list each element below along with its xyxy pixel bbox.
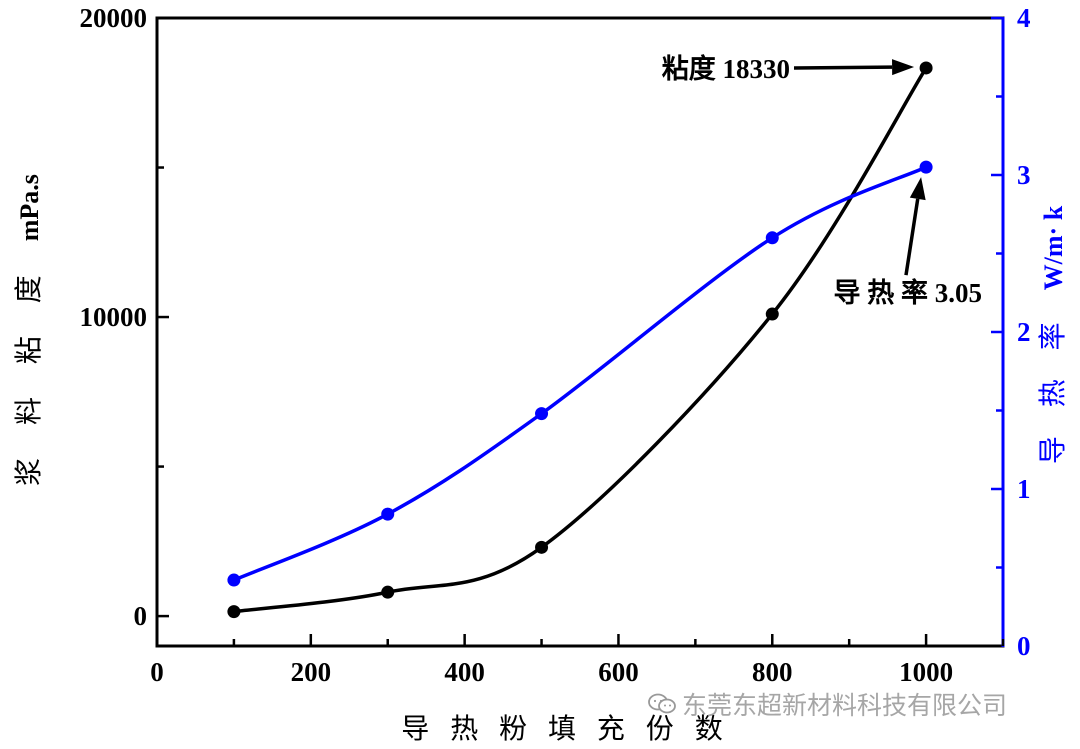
conductivity-annotation-arrow-head	[909, 177, 926, 201]
viscosity-data-point	[227, 605, 241, 619]
y-right-tick-label: 0	[1017, 631, 1031, 661]
y-right-tick-label: 4	[1017, 3, 1031, 33]
left-axis-title-label: 浆 料 粘 度	[12, 263, 45, 486]
x-tick-label: 0	[150, 657, 164, 687]
viscosity-data-point	[535, 540, 549, 554]
y-left-tick-label: 20000	[80, 3, 148, 33]
conductivity-annotation-arrow-shaft	[904, 198, 920, 276]
plot-area	[155, 16, 1005, 648]
viscosity-annotation-label: 粘度 18330	[662, 53, 790, 84]
y-right-tick-label: 1	[1017, 474, 1031, 504]
series-layer	[227, 61, 933, 619]
y-left-tick-label: 0	[134, 601, 148, 631]
wechat-icon	[648, 693, 676, 714]
left-axis-title: 浆 料 粘 度 mPa.s	[12, 174, 45, 486]
left-axis-title-text: 浆 料 粘 度 mPa.s	[12, 174, 45, 486]
conductivity-data-point	[765, 231, 779, 245]
conductivity-data-point	[381, 507, 395, 521]
viscosity-series-line	[233, 67, 928, 614]
viscosity-data-point	[765, 307, 779, 321]
y-right-tick-label: 3	[1017, 160, 1031, 190]
viscosity-annotation-arrow	[793, 59, 915, 76]
right-axis-title-text: 导 热 率 W/m· k	[1036, 205, 1069, 464]
conductivity-annotation-label: 导 热 率 3.05	[834, 277, 983, 308]
x-tick-label: 1000	[899, 657, 953, 687]
annotation-layer: 粘度 18330 导 热 率 3.05	[662, 53, 982, 308]
axis-ticks	[157, 16, 1005, 646]
viscosity-annotation-arrow-head	[892, 59, 915, 76]
x-tick-label: 800	[752, 657, 793, 687]
conductivity-annotation-arrow	[904, 177, 926, 276]
left-axis-title-unit: mPa.s	[15, 174, 44, 241]
conductivity-series-line	[233, 165, 927, 582]
viscosity-data-point	[381, 585, 395, 599]
viscosity-annotation-arrow-shaft	[793, 65, 893, 70]
x-tick-label: 600	[598, 657, 639, 687]
y-left-tick-label: 10000	[80, 302, 148, 332]
plot-frame	[155, 16, 1005, 648]
watermark-text: 东莞东超新材料科技有限公司	[682, 691, 1008, 720]
watermark: 东莞东超新材料科技有限公司	[648, 686, 1007, 722]
conductivity-data-point	[227, 573, 241, 587]
conductivity-data-point	[919, 160, 933, 174]
x-axis-title: 导 热 粉 填 充 份 数	[401, 712, 728, 745]
x-tick-label: 200	[291, 657, 332, 687]
right-axis-title-unit: W/m· k	[1039, 205, 1068, 290]
conductivity-data-point	[535, 407, 549, 421]
x-tick-label: 400	[444, 657, 485, 687]
y-right-tick-label: 2	[1017, 317, 1031, 347]
right-axis-title: 导 热 率 W/m· k	[1036, 205, 1069, 464]
right-axis-title-label: 导 热 率	[1036, 312, 1069, 464]
viscosity-data-point	[919, 61, 933, 75]
